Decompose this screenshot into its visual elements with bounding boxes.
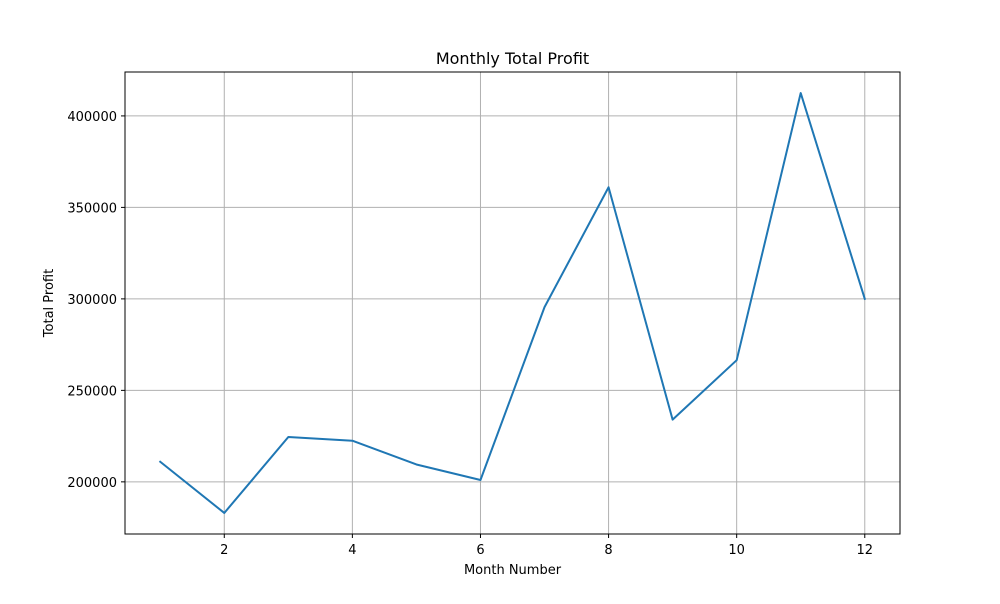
chart-title: Monthly Total Profit — [436, 49, 589, 68]
grid-lines — [125, 72, 900, 534]
series-line — [158, 92, 867, 514]
y-tick-label: 400000 — [67, 110, 117, 125]
x-tick-label: 2 — [220, 543, 228, 558]
y-axis-label: Total Profit — [42, 269, 57, 338]
y-tick-label: 250000 — [67, 384, 117, 399]
x-axis-label: Month Number — [464, 563, 562, 578]
y-tick-label: 350000 — [67, 201, 117, 216]
series-layer — [158, 92, 867, 514]
axis-ticks: 2 4 6 8 10 12 200000 250000 300000 350000 400000 — [67, 110, 873, 558]
x-tick-label: 8 — [604, 543, 612, 558]
y-tick-label: 200000 — [67, 476, 117, 491]
plot-frame — [124, 71, 901, 535]
x-tick-label: 4 — [348, 543, 356, 558]
x-tick-label: 10 — [728, 543, 745, 558]
y-tick-label: 300000 — [67, 293, 117, 308]
x-tick-label: 6 — [476, 543, 484, 558]
x-tick-label: 12 — [856, 543, 873, 558]
plot-background — [125, 72, 900, 534]
